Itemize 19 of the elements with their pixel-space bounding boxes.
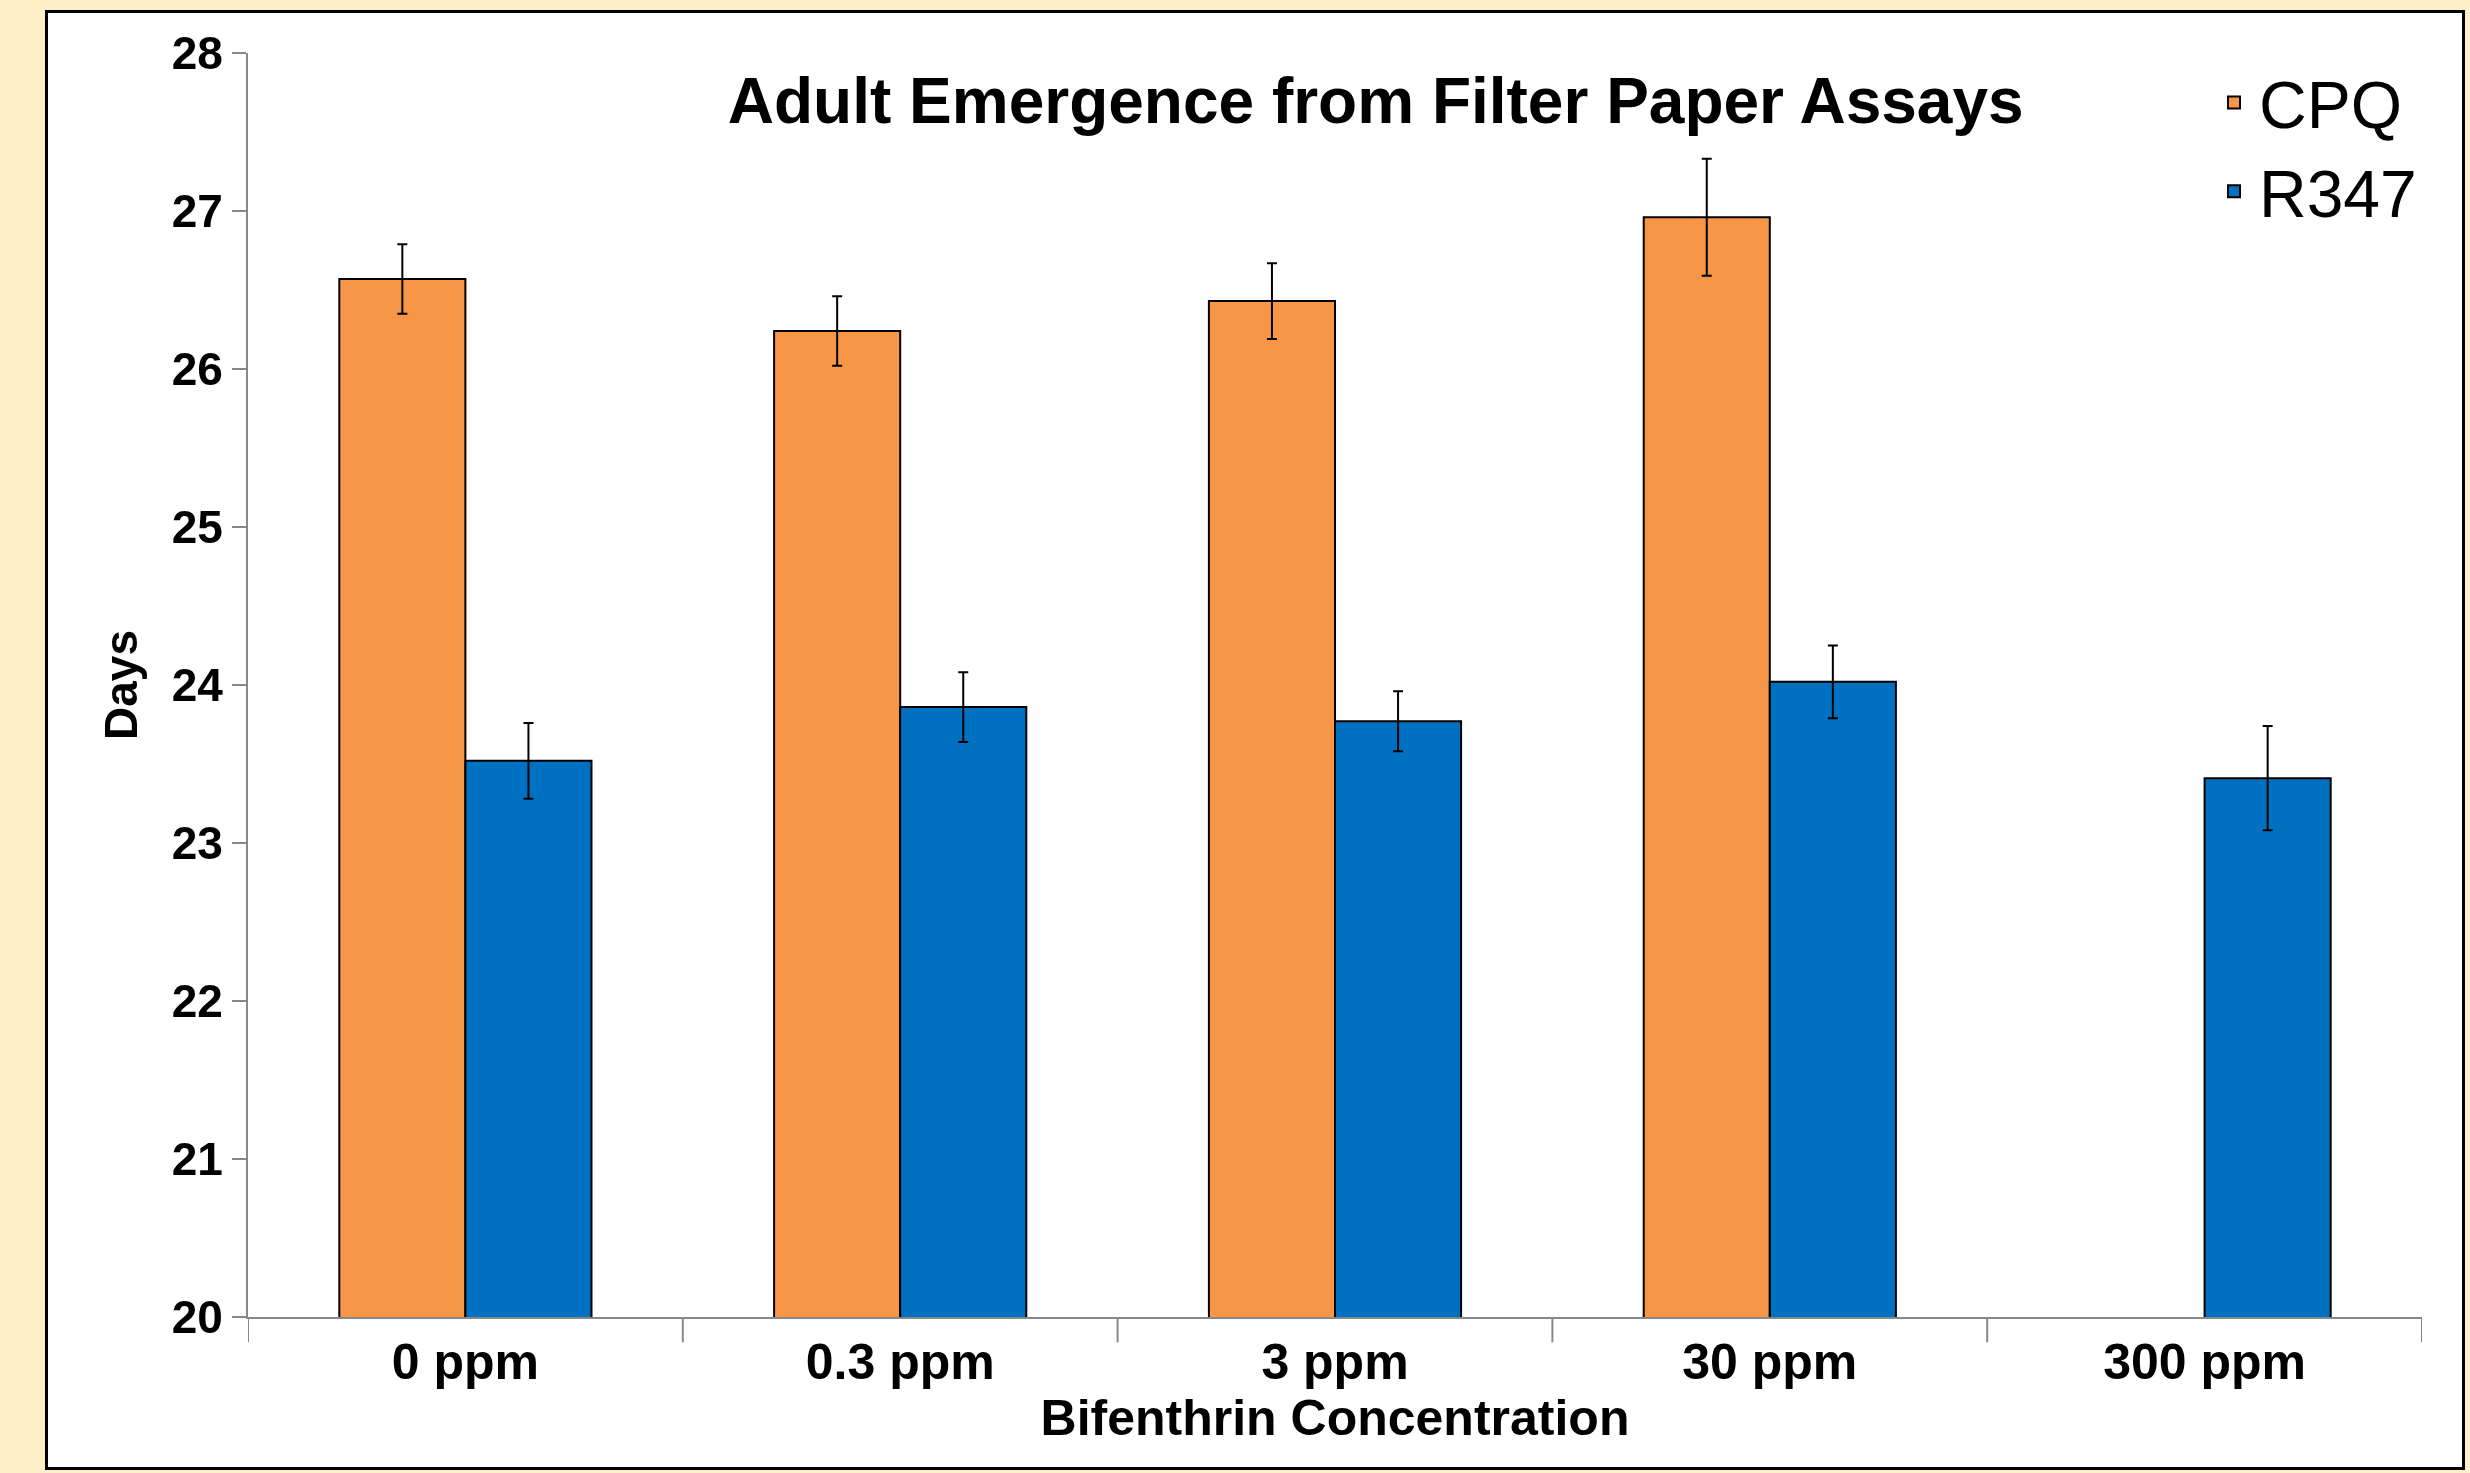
- legend-label: CPQ: [2259, 68, 2403, 143]
- y-tick-label: 28: [171, 27, 223, 80]
- x-tick-label: 0 ppm: [391, 1334, 540, 1390]
- y-tick-label: 23: [171, 817, 223, 870]
- legend-label: R347: [2259, 156, 2417, 231]
- y-tick-label: 22: [171, 975, 223, 1028]
- x-tick-label: 0.3 ppm: [805, 1334, 995, 1390]
- y-axis-title: Days: [94, 630, 147, 740]
- x-tick-label: 300 ppm: [2103, 1334, 2307, 1390]
- y-tick-label: 26: [171, 343, 223, 396]
- y-tick-label: 25: [171, 501, 223, 554]
- x-tick-label: 30 ppm: [1682, 1334, 1858, 1390]
- y-tick-label: 27: [171, 185, 223, 238]
- x-axis-title: Bifenthrin Concentration: [1040, 1390, 1630, 1446]
- x-tick-label: 3 ppm: [1261, 1334, 1409, 1390]
- chart-title: Adult Emergence from Filter Paper Assays: [727, 65, 2024, 138]
- y-tick-label: 21: [171, 1133, 223, 1186]
- y-tick-label: 20: [171, 1291, 223, 1344]
- y-tick-label: 24: [171, 659, 224, 712]
